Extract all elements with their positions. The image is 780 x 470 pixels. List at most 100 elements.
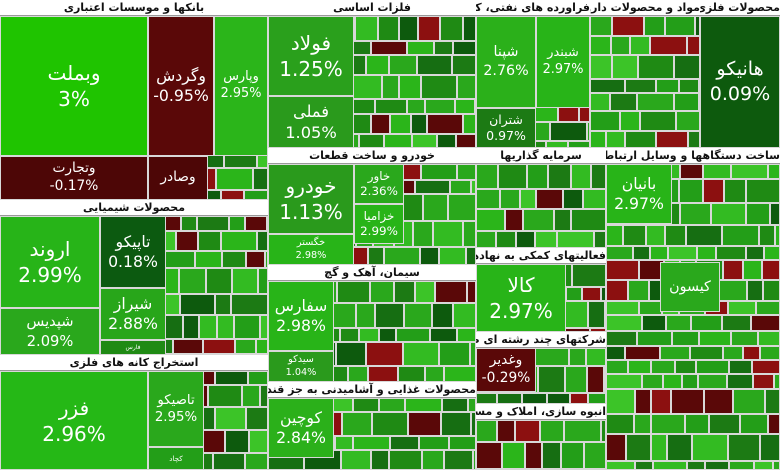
filler-tile xyxy=(456,134,476,148)
filler-tile xyxy=(625,79,656,93)
filler-tile xyxy=(384,134,412,148)
filler-tile xyxy=(453,303,476,328)
filler-tile xyxy=(415,281,435,303)
sector-title: استخراج کانه های فلزی xyxy=(0,355,268,371)
filler-tile xyxy=(634,414,651,434)
filler-tile xyxy=(571,164,591,189)
stock-tile: خگستر 2.98% xyxy=(268,234,354,265)
filler-tile xyxy=(260,385,268,407)
stock-name: خگستر xyxy=(296,236,326,248)
stock-name: وتجارت xyxy=(52,160,96,177)
filler-tile xyxy=(570,393,588,404)
filler-tile xyxy=(773,461,780,470)
filler-tile xyxy=(441,412,471,436)
filler-tile xyxy=(679,179,703,203)
filler-tile xyxy=(246,407,268,430)
filler-tile xyxy=(533,107,558,122)
filler-tile xyxy=(722,315,751,331)
stock-tile: کوچین 2.84% xyxy=(268,398,334,458)
stock-change: 2.95% xyxy=(154,410,198,425)
filler-tile xyxy=(379,328,396,342)
sector-title: محصولات غذایی و آشامیدنی به جز قند و شکر xyxy=(268,382,476,398)
filler-tile xyxy=(404,303,432,328)
stock-name: شتران xyxy=(489,111,523,127)
stock-name: فولاد xyxy=(290,31,332,55)
filler-tile xyxy=(341,450,371,470)
filler-tile xyxy=(476,189,500,209)
filler-tile xyxy=(235,339,256,354)
filler-tile xyxy=(476,209,505,231)
filler-tile xyxy=(606,260,639,280)
stock-name: وبملت xyxy=(47,61,101,85)
filler-tile xyxy=(435,281,467,303)
stock-tile: وبملت 3% xyxy=(0,16,148,156)
filler-tile xyxy=(535,231,557,248)
filler-tile xyxy=(727,374,753,389)
stock-name: تاپیکو xyxy=(115,231,151,251)
sector-title: ساخت دستگاهها و وسایل ارتباطی xyxy=(606,148,780,164)
filler-tile xyxy=(606,374,642,389)
filler-tile xyxy=(257,231,268,251)
filler-tile xyxy=(342,412,372,436)
stock-change: 2.99% xyxy=(360,224,398,238)
stock-change: 2.09% xyxy=(26,332,74,350)
filler-tile xyxy=(642,315,666,331)
filler-tile xyxy=(628,280,649,301)
filler-tile xyxy=(348,366,368,382)
filler-tile xyxy=(671,389,704,414)
filler-tile xyxy=(752,360,780,374)
filler-tile xyxy=(665,225,686,246)
filler-tile xyxy=(453,41,476,55)
sector-title: خودرو و ساخت قطعات xyxy=(268,148,476,164)
filler-tile xyxy=(588,301,605,328)
stock-name: تاصیکو xyxy=(157,392,195,408)
filler-tile xyxy=(651,360,675,374)
filler-tile xyxy=(208,385,242,407)
filler-tile xyxy=(540,420,564,442)
filler-tile xyxy=(390,114,411,134)
filler-tile xyxy=(444,366,476,382)
filler-tile xyxy=(687,36,700,55)
stock-tile: فملی 1.05% xyxy=(268,96,354,148)
filler-tile xyxy=(353,398,379,412)
filler-tile xyxy=(500,189,520,209)
filler-tile xyxy=(696,360,729,374)
filler-tile xyxy=(691,315,722,331)
filler-tile xyxy=(594,231,606,248)
filler-tile xyxy=(249,430,268,453)
filler-tile xyxy=(415,180,450,194)
filler-tile xyxy=(584,442,606,469)
stock-tile: فولاد 1.25% xyxy=(268,16,354,96)
filler-tile xyxy=(680,164,703,179)
filler-tile xyxy=(590,131,606,148)
filler-tile xyxy=(457,75,476,99)
stock-tile: وگردش -0.95% xyxy=(148,16,214,156)
filler-tile xyxy=(754,461,773,470)
stock-name: اروند xyxy=(29,237,71,261)
sector-title: انبوه سازی، املاک و مستغلات xyxy=(476,404,606,420)
filler-tile xyxy=(672,331,699,346)
filler-tile xyxy=(650,36,687,55)
stock-change: 2.99% xyxy=(18,263,82,287)
filler-tile xyxy=(378,16,399,41)
filler-tile xyxy=(425,366,444,382)
filler-tile xyxy=(476,393,497,404)
filler-tile xyxy=(674,93,699,111)
stock-change: 1.04% xyxy=(285,366,317,378)
filler-tile xyxy=(703,179,724,203)
stock-tile: وصادر xyxy=(148,156,208,200)
filler-tile xyxy=(665,16,695,36)
filler-tile xyxy=(502,442,525,469)
filler-tile xyxy=(471,412,476,436)
stock-change: 2.88% xyxy=(108,314,158,333)
filler-tile xyxy=(590,16,612,36)
filler-tile xyxy=(546,141,568,148)
filler-tile xyxy=(690,346,723,360)
filler-tile xyxy=(496,231,516,248)
filler-tile xyxy=(758,331,780,346)
stock-tile: خزامیا 2.99% xyxy=(354,204,404,244)
filler-tile xyxy=(538,366,565,393)
filler-tile xyxy=(179,268,206,294)
filler-tile xyxy=(590,55,612,79)
